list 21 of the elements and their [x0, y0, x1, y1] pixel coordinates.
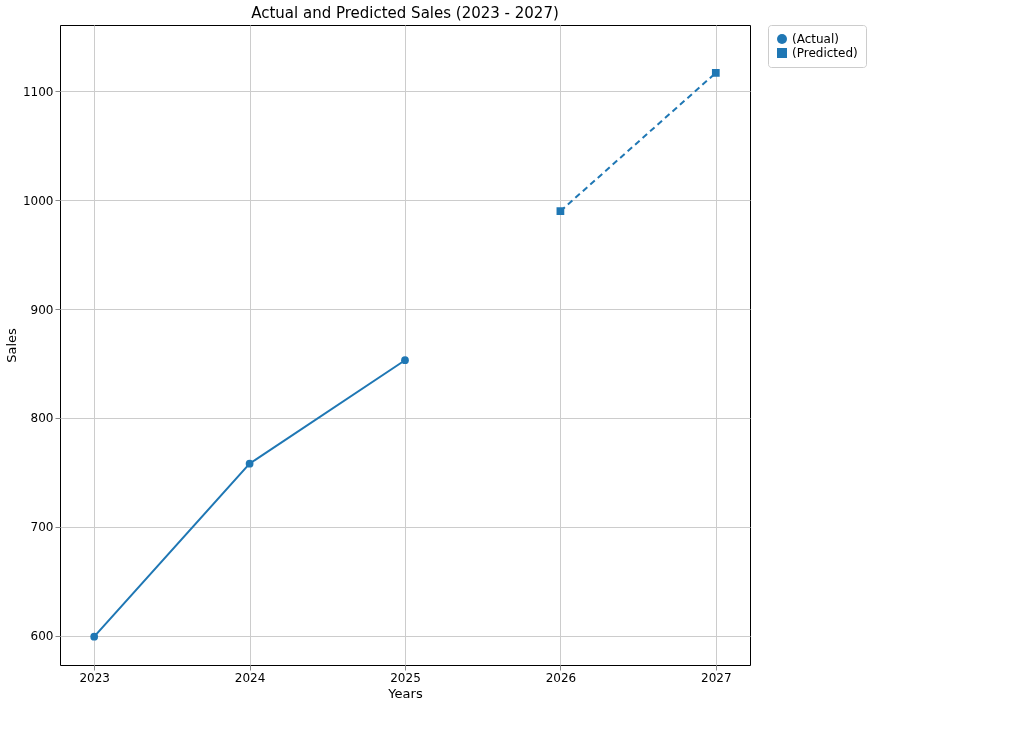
point	[711, 69, 720, 77]
x-tick-label: 2025	[390, 670, 421, 685]
y-tick-label: 600	[30, 629, 54, 644]
point	[90, 632, 99, 641]
point	[556, 207, 565, 215]
x-tick-label: 2027	[701, 670, 732, 685]
legend-label: (Predicted)	[792, 46, 858, 60]
x-tick-label: 2023	[79, 670, 110, 685]
x-tick-label: 2026	[545, 670, 577, 685]
y-tick-label: 700	[30, 520, 54, 535]
point	[401, 356, 409, 365]
y-tick-label: 900	[30, 302, 54, 317]
point	[245, 459, 254, 468]
y-tick-label: 1000	[22, 193, 54, 208]
y-tick-label: 1100	[22, 84, 54, 99]
x-axis-title: Years	[387, 685, 423, 701]
y-axis-title: Sales	[3, 327, 19, 363]
y-tick-label: 800	[30, 411, 54, 426]
x-tick-label: 2024	[234, 670, 266, 685]
legend-label: (Actual)	[792, 32, 839, 46]
chart-title: Actual and Predicted Sales (2023 - 2027)	[251, 3, 559, 22]
